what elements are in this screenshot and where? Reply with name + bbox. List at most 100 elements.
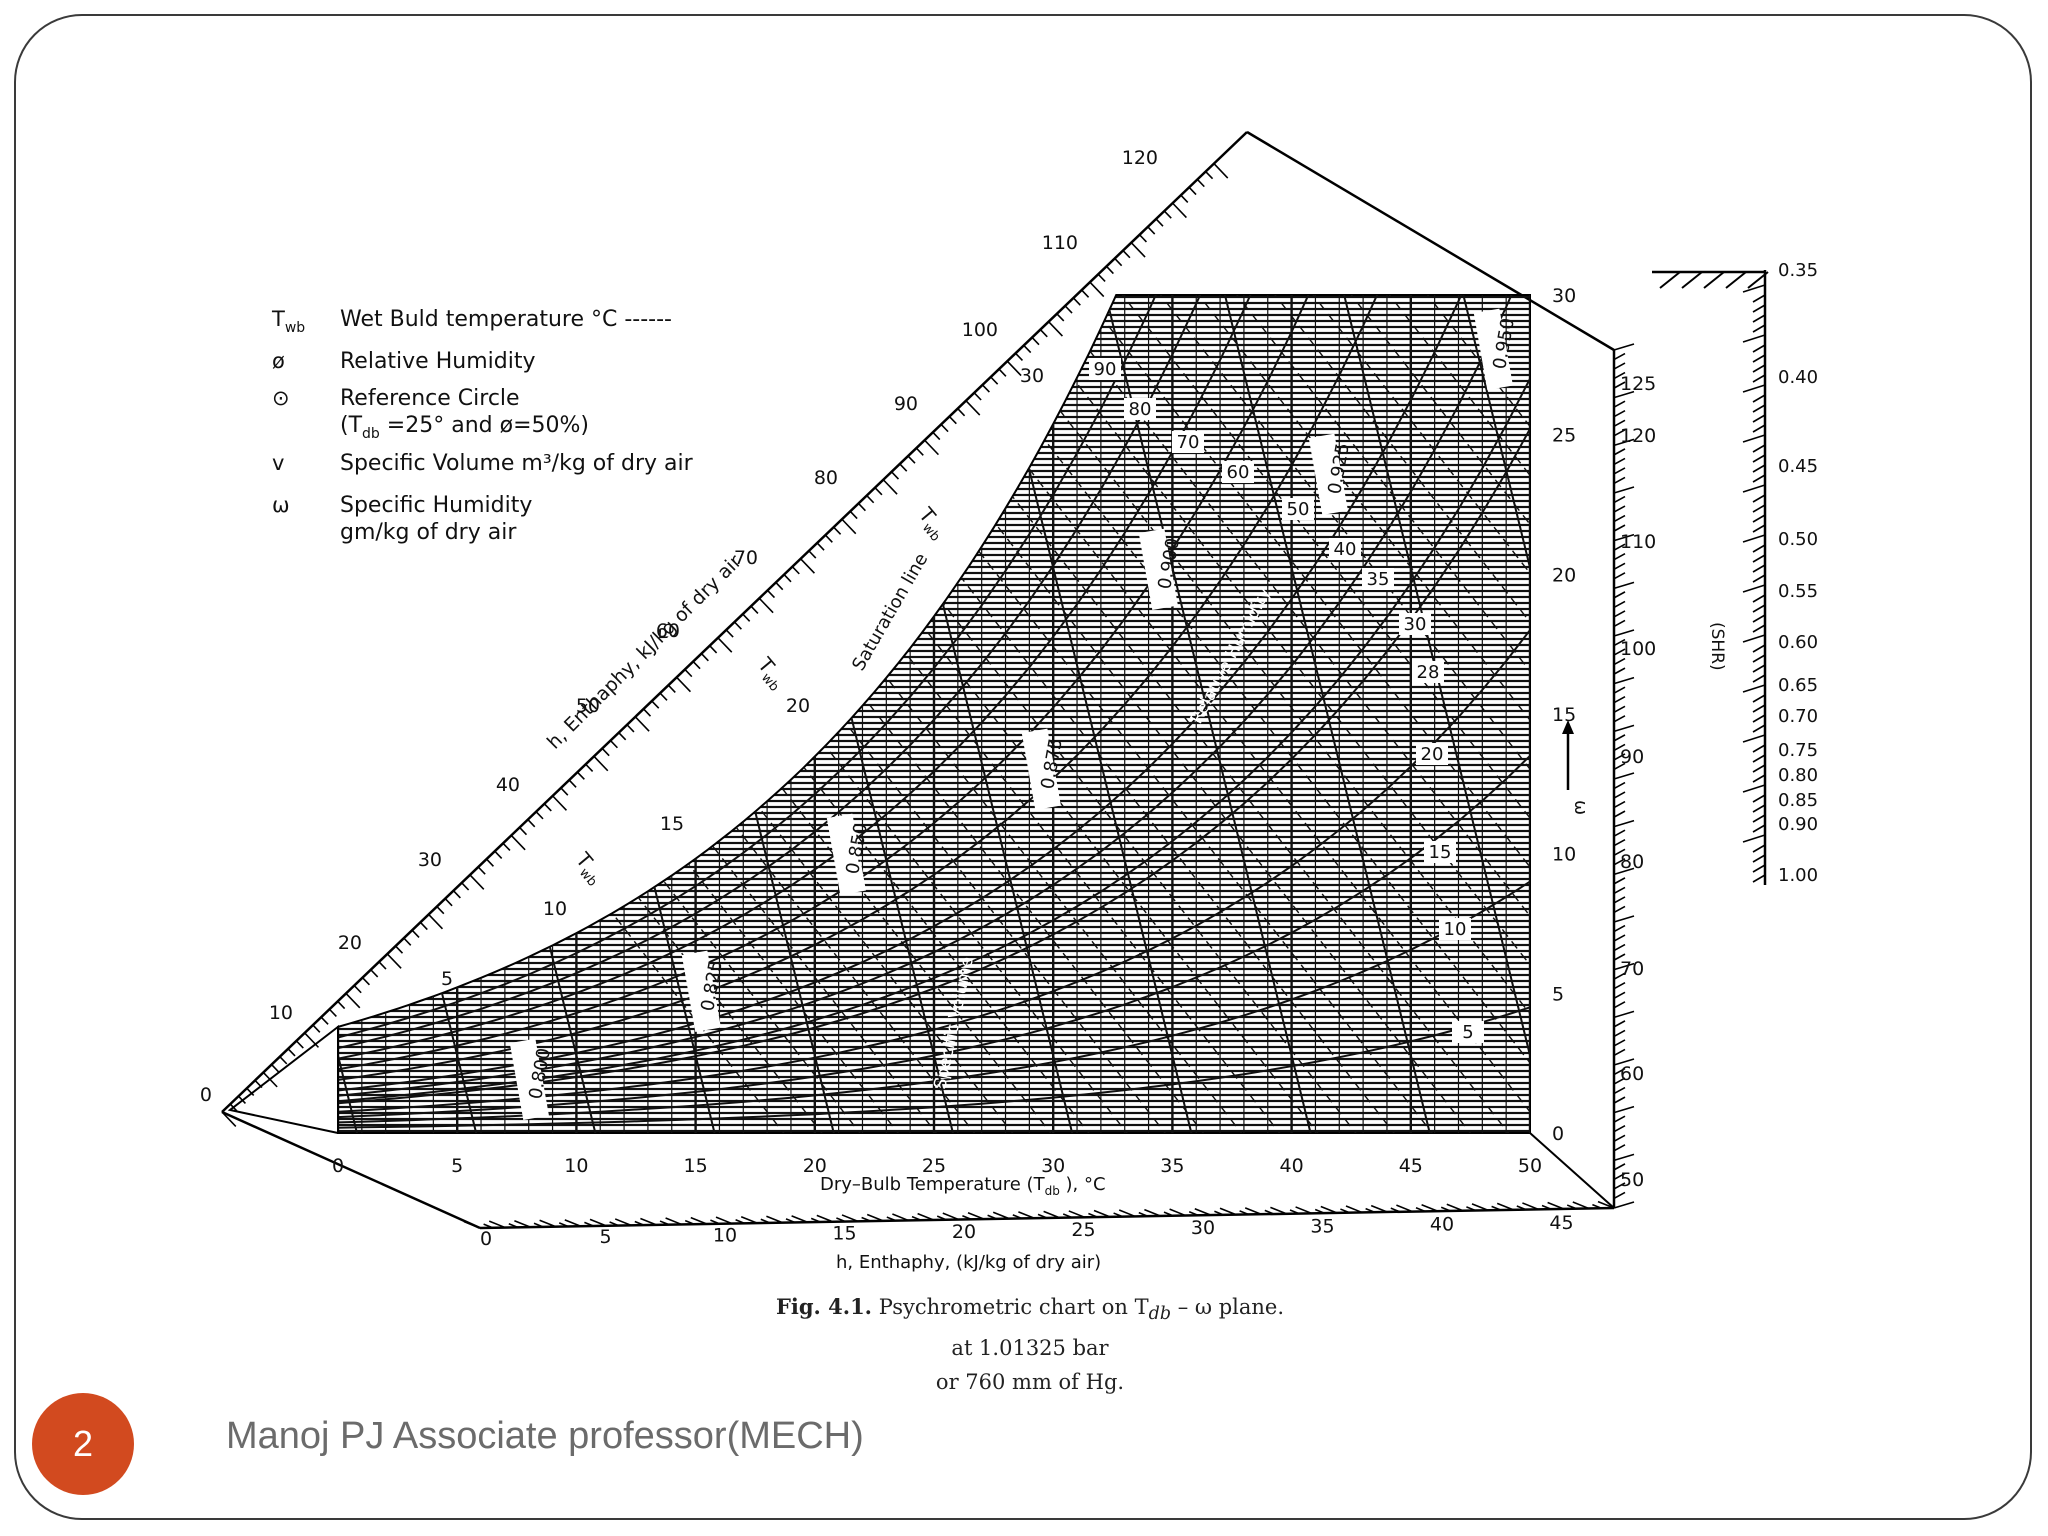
enthalpy-right-tick [1613, 1153, 1635, 1162]
shr-hatch [1725, 271, 1747, 289]
enthalpy-diag-tick [651, 700, 660, 709]
enthalpy-bottom-tick [1270, 1206, 1287, 1215]
shr-hatch [1747, 271, 1769, 289]
enthalpy-right-tick [1613, 705, 1626, 713]
enthalpy-right-tick [1613, 858, 1626, 866]
enthalpy-right-tick [1613, 629, 1635, 637]
enthalpy-diag-tick [229, 1103, 238, 1112]
enthalpy-bottom-tick-label: 0 [480, 1228, 492, 1250]
enthalpy-right-tick [1613, 743, 1626, 752]
specific-volume-line [1338, 295, 1530, 1133]
enthalpy-bottom-tick [659, 1220, 670, 1226]
enthalpy-bottom-tick-label: 35 [1310, 1215, 1334, 1237]
enthalpy-diag-tick [527, 819, 536, 828]
shr-tick [1742, 684, 1766, 693]
enthalpy-right-tick [1613, 600, 1626, 609]
enthalpy-right-tick [1613, 648, 1626, 656]
enthalpy-diag-tick [312, 1024, 321, 1033]
enthalpy-bottom-tick [1289, 1209, 1300, 1215]
rh-label-bg [1412, 661, 1444, 683]
rh-label-bg [1452, 1021, 1484, 1043]
enthalpy-diag-tick [973, 392, 982, 401]
enthalpy-diag-tick [783, 574, 792, 583]
enthalpy-diag-tick [965, 400, 981, 416]
enthalpy-bottom-tick [1093, 1209, 1111, 1218]
enthalpy-bottom-tick [766, 1215, 783, 1224]
wet-bulb-symbol-sub: wb [758, 671, 782, 695]
enthalpy-diag-tick [395, 945, 404, 954]
enthalpy-bottom-tick [1496, 1202, 1514, 1211]
enthalpy-right-tick [1613, 1010, 1635, 1019]
shr-tick [1752, 474, 1766, 483]
enthalpy-right-tick [1613, 495, 1626, 504]
enthalpy-right-tick [1613, 362, 1626, 370]
enthalpy-right-tick [1613, 390, 1635, 399]
enthalpy-diag-tick [1172, 202, 1187, 219]
wet-bulb-label: 15 [660, 813, 684, 835]
enthalpy-diag-tick [1072, 297, 1081, 306]
enthalpy-right-tick [1613, 448, 1626, 456]
shr-tick [1752, 294, 1766, 303]
rh-label: 30 [1404, 614, 1427, 635]
wet-bulb-symbol-sub: wb [576, 866, 600, 890]
enthalpy-right-tick [1613, 915, 1635, 923]
enthalpy-diag-tick [1138, 234, 1148, 243]
enthalpy-diag-tick [758, 597, 774, 614]
rh-label: 28 [1417, 662, 1440, 683]
enthalpy-right-tick [1613, 1105, 1635, 1114]
enthalpy-bottom-tick [740, 1215, 758, 1224]
rh-label: 5 [1462, 1022, 1473, 1043]
shr-tick [1752, 494, 1766, 503]
shr-tick [1752, 774, 1766, 783]
enthalpy-bottom-tick [1138, 1211, 1149, 1217]
enthalpy-right-tick-label: 90 [1620, 746, 1644, 768]
relative-humidity-curve [338, 295, 1530, 1039]
rh-label: 90 [1094, 359, 1117, 380]
enthalpy-bottom-tick [810, 1217, 821, 1223]
enthalpy-bottom-tick [1264, 1209, 1275, 1215]
rh-label: 70 [1177, 432, 1200, 453]
enthalpy-diag-tick [254, 1079, 263, 1089]
shr-tick [1742, 284, 1766, 293]
enthalpy-diag-tick [386, 953, 402, 969]
shr-tick-label: 0.90 [1778, 814, 1818, 835]
enthalpy-diag-tick [1048, 321, 1063, 337]
enthalpy-diag-tick-label: 40 [496, 774, 520, 796]
rh-label: 15 [1429, 842, 1452, 863]
enthalpy-bottom-tick [1566, 1204, 1577, 1210]
enthalpy-right-tick [1613, 781, 1626, 790]
rh-label: 20 [1421, 744, 1444, 765]
enthalpy-right-tick [1613, 1058, 1635, 1066]
enthalpy-diag-tick [304, 1032, 320, 1048]
sv-label-bg [1473, 308, 1513, 390]
enthalpy-bottom-tick [1062, 1213, 1073, 1219]
enthalpy-bottom-tick [1491, 1205, 1501, 1211]
enthalpy-bottom-tick [886, 1216, 897, 1222]
shr-tick [1752, 614, 1766, 623]
shr-tick [1752, 314, 1766, 323]
enthalpy-bottom-tick [488, 1220, 506, 1229]
enthalpy-bottom-tick [1239, 1210, 1249, 1216]
enthalpy-bottom-tick [841, 1214, 859, 1223]
figure-pressure: at 1.01325 bar [951, 1336, 1109, 1361]
shr-tick [1742, 834, 1766, 843]
enthalpy-right-tick [1613, 352, 1626, 361]
enthalpy-diag-tick [237, 1095, 247, 1104]
enthalpy-right-tick-label: 60 [1620, 1063, 1644, 1085]
enthalpy-diag-tick [725, 629, 734, 638]
enthalpy-bottom-tick [1295, 1206, 1312, 1215]
enthalpy-diag-tick [1031, 336, 1040, 346]
enthalpy-bottom-tick [508, 1222, 519, 1229]
enthalpy-diag-tick [775, 581, 784, 591]
enthalpy-diag-tick [345, 992, 361, 1009]
enthalpy-bottom-tick [1365, 1207, 1375, 1213]
shr-label: (SHR) [1707, 622, 1727, 671]
enthalpy-bottom-tick [1012, 1214, 1023, 1220]
enthalpy-bottom-tick [614, 1218, 632, 1227]
enthalpy-right-tick [1613, 934, 1626, 942]
enthalpy-diag-tick-label: 60 [656, 620, 680, 642]
enthalpy-bottom-tick [1320, 1205, 1338, 1214]
enthalpy-diag-tick [1023, 344, 1032, 354]
enthalpy-diag-tick [403, 937, 412, 946]
shr-tick [1742, 534, 1766, 543]
